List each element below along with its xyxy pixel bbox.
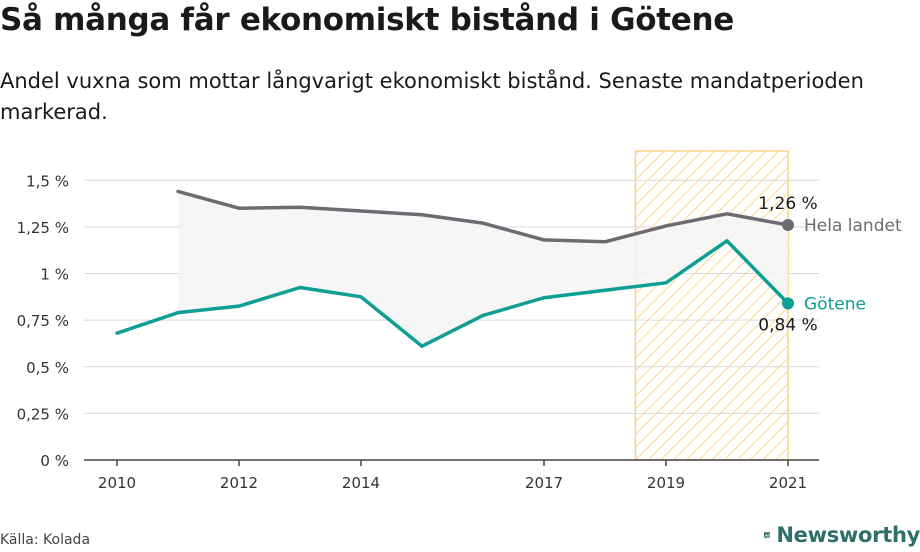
brand-name: Newsworthy xyxy=(776,523,920,547)
newsworthy-logo: Newsworthy xyxy=(764,520,920,550)
source-note: Källa: Kolada xyxy=(0,532,91,548)
series-line-hela-landet xyxy=(176,189,790,244)
y-tick-label: 0,5 % xyxy=(26,359,69,377)
x-tick-label: 2012 xyxy=(220,474,258,492)
y-tick-label: 0,75 % xyxy=(17,312,69,330)
series-label: Götene xyxy=(804,294,866,314)
x-tick-label: 2021 xyxy=(769,474,807,492)
x-tick-label: 2019 xyxy=(647,474,685,492)
y-tick-label: 0,25 % xyxy=(17,405,69,423)
end-marker-hela-landet xyxy=(782,219,794,232)
chart-subtitle: Andel vuxna som mottar långvarigt ekonom… xyxy=(0,69,864,124)
newsworthy-logo-icon xyxy=(764,531,771,539)
y-tick-label: 0 % xyxy=(40,452,69,470)
series-label: Hela landet xyxy=(804,216,902,236)
x-tick-label: 2014 xyxy=(342,474,380,492)
y-tick-label: 1,5 % xyxy=(26,172,69,190)
x-tick-label: 2010 xyxy=(98,474,136,492)
y-tick-label: 1,25 % xyxy=(17,219,69,237)
end-marker-gotene xyxy=(782,297,794,310)
x-tick-label: 2017 xyxy=(525,474,563,492)
value-label: 0,84 % xyxy=(758,315,817,335)
series-line-gotene xyxy=(115,239,790,348)
y-tick-label: 1 % xyxy=(40,266,69,284)
chart-title: Så många får ekonomiskt bistånd i Götene xyxy=(0,2,734,38)
difference-band xyxy=(178,191,788,347)
value-label: 1,26 % xyxy=(758,194,817,214)
